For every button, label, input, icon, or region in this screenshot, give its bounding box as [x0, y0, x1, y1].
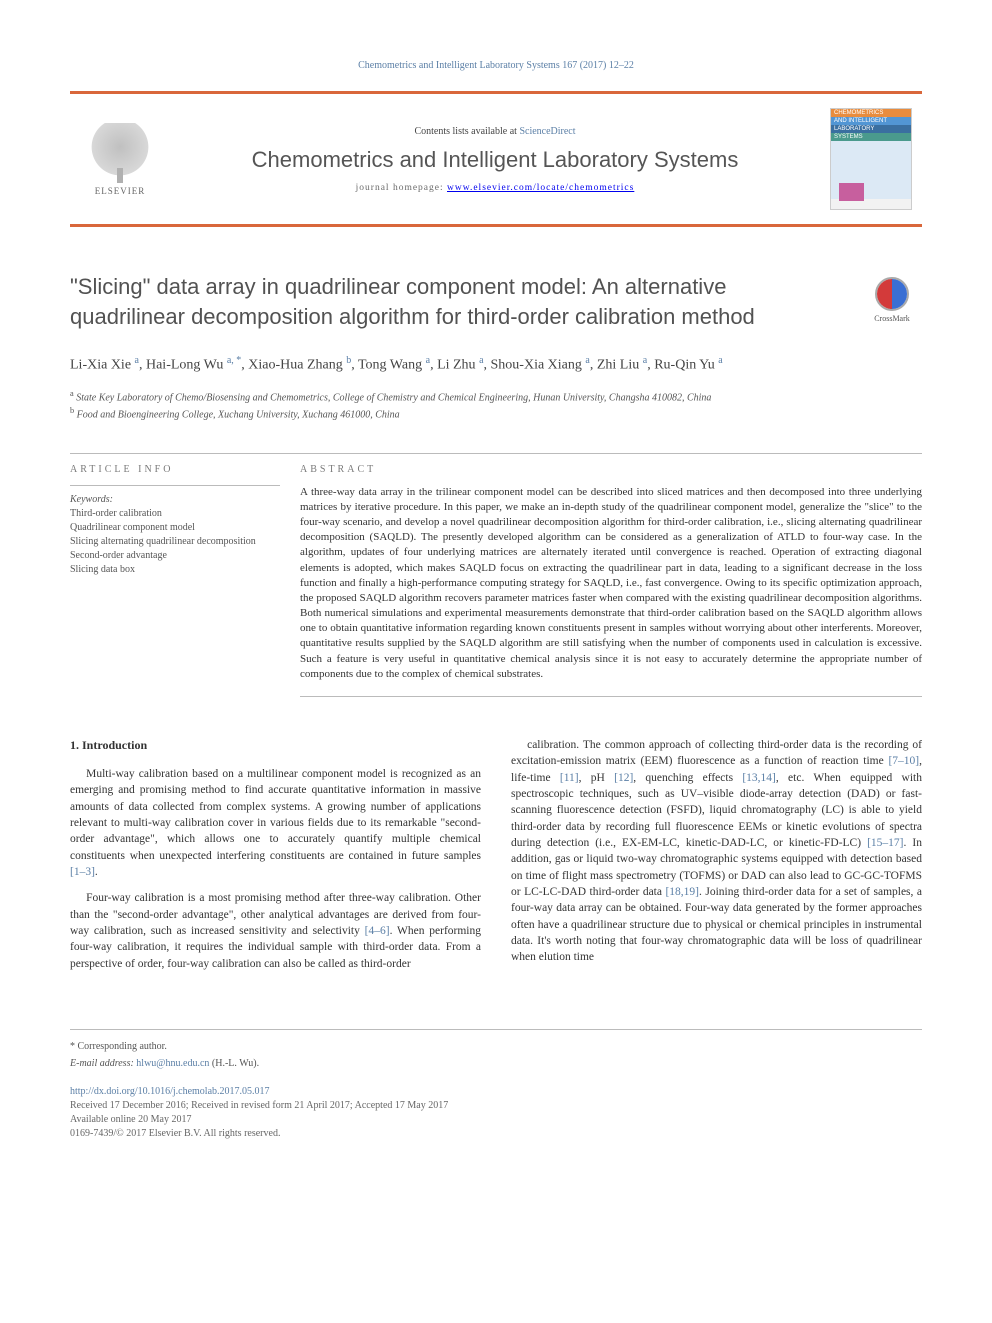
- affiliation-b-text: Food and Bioengineering College, Xuchang…: [77, 410, 400, 421]
- page-footer: * Corresponding author. E-mail address: …: [70, 1029, 922, 1141]
- cover-line-2: AND INTELLIGENT: [831, 117, 911, 125]
- doi-link[interactable]: http://dx.doi.org/10.1016/j.chemolab.201…: [70, 1086, 270, 1097]
- body-paragraph: Multi-way calibration based on a multili…: [70, 766, 481, 880]
- affiliation-a: a State Key Laboratory of Chemo/Biosensi…: [70, 388, 922, 405]
- crossmark-badge[interactable]: CrossMark: [862, 277, 922, 331]
- email-label: E-mail address:: [70, 1058, 136, 1069]
- keywords-list: Third-order calibration Quadrilinear com…: [70, 507, 280, 577]
- citation-link[interactable]: [18,19]: [665, 886, 699, 898]
- body-text: calibration. The common approach of coll…: [511, 739, 922, 767]
- doi-line: http://dx.doi.org/10.1016/j.chemolab.201…: [70, 1085, 922, 1099]
- section-title: Introduction: [82, 738, 147, 752]
- citation-link[interactable]: [7–10]: [888, 755, 919, 767]
- cover-line-1: CHEMOMETRICS: [831, 109, 911, 117]
- section-heading: 1. Introduction: [70, 737, 481, 754]
- citation-link[interactable]: [15–17]: [867, 837, 903, 849]
- affiliations: a State Key Laboratory of Chemo/Biosensi…: [70, 388, 922, 423]
- citation-link[interactable]: [1–3]: [70, 866, 95, 878]
- body-paragraph: calibration. The common approach of coll…: [511, 737, 922, 966]
- homepage-label: journal homepage:: [356, 183, 447, 193]
- affiliation-b: b Food and Bioengineering College, Xucha…: [70, 405, 922, 422]
- contents-available-line: Contents lists available at ScienceDirec…: [160, 126, 830, 137]
- paper-title: "Slicing" data array in quadrilinear com…: [70, 272, 842, 331]
- abstract-heading: ABSTRACT: [300, 464, 922, 475]
- citation-link[interactable]: [4–6]: [365, 925, 390, 937]
- email-link[interactable]: hlwu@hnu.edu.cn: [136, 1058, 209, 1069]
- publisher-logo: ELSEVIER: [80, 114, 160, 204]
- citation-link[interactable]: [12]: [614, 772, 633, 784]
- header-center: Contents lists available at ScienceDirec…: [160, 126, 830, 193]
- journal-cover-thumb: CHEMOMETRICS AND INTELLIGENT LABORATORY …: [830, 108, 912, 210]
- article-info-column: ARTICLE INFO Keywords: Third-order calib…: [70, 453, 300, 697]
- body-paragraph: Four-way calibration is a most promising…: [70, 890, 481, 972]
- abstract-text: A three-way data array in the trilinear …: [300, 485, 922, 697]
- sciencedirect-link[interactable]: ScienceDirect: [519, 126, 575, 137]
- journal-header-band: ELSEVIER Contents lists available at Sci…: [70, 91, 922, 227]
- section-number: 1.: [70, 738, 79, 752]
- info-abstract-row: ARTICLE INFO Keywords: Third-order calib…: [70, 453, 922, 697]
- body-text: , quenching effects: [633, 772, 742, 784]
- citation-link[interactable]: [11]: [560, 772, 579, 784]
- keyword-item: Third-order calibration: [70, 507, 280, 521]
- copyright-line: 0169-7439/© 2017 Elsevier B.V. All right…: [70, 1127, 922, 1141]
- cover-image-icon: [839, 183, 864, 201]
- email-name: (H.-L. Wu).: [209, 1058, 259, 1069]
- cover-line-4: SYSTEMS: [831, 133, 911, 141]
- body-text: .: [95, 866, 98, 878]
- body-text: , pH: [579, 772, 615, 784]
- journal-name: Chemometrics and Intelligent Laboratory …: [160, 147, 830, 173]
- contents-pre: Contents lists available at: [414, 126, 519, 137]
- crossmark-icon: [875, 277, 909, 311]
- homepage-line: journal homepage: www.elsevier.com/locat…: [160, 183, 830, 193]
- title-block: "Slicing" data array in quadrilinear com…: [70, 272, 922, 331]
- article-history: Received 17 December 2016; Received in r…: [70, 1099, 922, 1113]
- corresponding-author-note: * Corresponding author.: [70, 1040, 922, 1054]
- online-date: Available online 20 May 2017: [70, 1113, 922, 1127]
- keyword-item: Slicing alternating quadrilinear decompo…: [70, 535, 280, 549]
- keyword-item: Second-order advantage: [70, 549, 280, 563]
- keyword-item: Slicing data box: [70, 563, 280, 577]
- cover-line-3: LABORATORY: [831, 125, 911, 133]
- elsevier-tree-icon: [90, 123, 150, 183]
- crossmark-label: CrossMark: [874, 314, 910, 323]
- body-two-columns: 1. Introduction Multi-way calibration ba…: [70, 737, 922, 979]
- body-text: Multi-way calibration based on a multili…: [70, 768, 481, 862]
- article-info-heading: ARTICLE INFO: [70, 464, 280, 475]
- authors-list: Li-Xia Xie a, Hai-Long Wu a, *, Xiao-Hua…: [70, 353, 922, 376]
- journal-reference: Chemometrics and Intelligent Laboratory …: [70, 60, 922, 71]
- affiliation-a-text: State Key Laboratory of Chemo/Biosensing…: [76, 392, 711, 403]
- citation-link[interactable]: [13,14]: [742, 772, 776, 784]
- email-line: E-mail address: hlwu@hnu.edu.cn (H.-L. W…: [70, 1057, 922, 1071]
- keywords-label: Keywords:: [70, 485, 280, 505]
- abstract-column: ABSTRACT A three-way data array in the t…: [300, 453, 922, 697]
- publisher-name: ELSEVIER: [95, 186, 146, 196]
- homepage-link[interactable]: www.elsevier.com/locate/chemometrics: [447, 183, 634, 193]
- keyword-item: Quadrilinear component model: [70, 521, 280, 535]
- page-root: Chemometrics and Intelligent Laboratory …: [0, 0, 992, 1181]
